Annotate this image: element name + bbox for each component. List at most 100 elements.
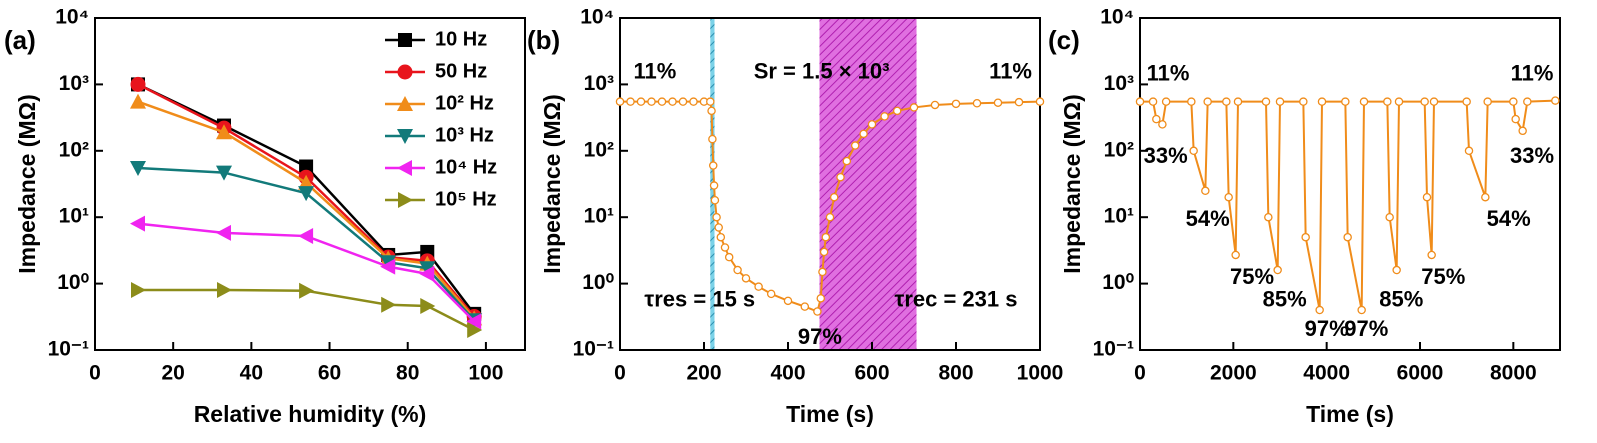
- x-axis-title: Relative humidity (%): [194, 401, 427, 427]
- series-line: [137, 83, 476, 318]
- marker: [710, 195, 720, 205]
- y-tick-label: 10⁴: [1100, 6, 1134, 29]
- marker: [1187, 97, 1196, 106]
- marker: [380, 258, 396, 275]
- marker: [1509, 97, 1518, 106]
- marker: [217, 282, 232, 299]
- y-tick-label: 10¹: [59, 205, 89, 228]
- plot-frame: [1139, 17, 1561, 351]
- plot-frame: [619, 17, 1041, 351]
- annotation: τrec = 231 s: [895, 287, 1018, 312]
- x-tick-label: 1000: [1017, 362, 1064, 385]
- marker: [1518, 126, 1527, 136]
- y-tick-label: 10³: [59, 72, 89, 95]
- legend-label: 10 Hz: [435, 28, 487, 50]
- series-line: [137, 222, 476, 323]
- marker: [397, 96, 413, 111]
- marker: [1299, 97, 1308, 106]
- marker: [636, 97, 646, 106]
- panel-label: (c): [1048, 25, 1080, 55]
- y-axis-title: Impedance (MΩ): [539, 94, 565, 273]
- marker: [1201, 186, 1210, 196]
- marker: [819, 247, 829, 257]
- x-tick-label: 8000: [1490, 362, 1537, 385]
- y-tick-label: 10²: [59, 138, 89, 161]
- marker: [1394, 97, 1404, 106]
- marker: [1189, 146, 1198, 156]
- x-tick-label: 0: [89, 362, 101, 385]
- series-line: [137, 83, 476, 315]
- marker: [1511, 114, 1520, 124]
- marker: [216, 224, 231, 241]
- marker: [419, 265, 435, 282]
- marker: [766, 289, 776, 299]
- marker: [724, 252, 734, 262]
- marker: [821, 232, 831, 242]
- annotation: 11%: [633, 59, 676, 84]
- marker: [930, 100, 940, 110]
- marker: [466, 313, 482, 330]
- x-axis-title: Time (s): [1306, 401, 1394, 427]
- marker: [993, 98, 1003, 107]
- marker: [615, 97, 625, 106]
- annotation: 33%: [1510, 143, 1554, 168]
- marker: [816, 294, 826, 303]
- y-tick-label: 10³: [1104, 72, 1134, 95]
- marker: [298, 228, 314, 245]
- x-tick-label: 6000: [1397, 362, 1444, 385]
- annotation: 97%: [798, 324, 842, 349]
- x-tick-label: 2000: [1210, 362, 1257, 385]
- marker: [1152, 114, 1161, 124]
- x-tick-label: 4000: [1303, 362, 1350, 385]
- marker: [892, 106, 902, 116]
- annotation: 85%: [1263, 287, 1307, 312]
- marker: [733, 265, 742, 275]
- marker: [1035, 97, 1045, 106]
- y-axis-title: Impedance (MΩ): [14, 94, 40, 273]
- x-tick-label: 60: [318, 362, 341, 385]
- annotation: Sr = 1.5 × 10³: [754, 59, 890, 84]
- marker: [813, 307, 822, 316]
- marker: [1422, 192, 1432, 202]
- y-tick-label: 10⁻¹: [1093, 338, 1134, 361]
- marker: [130, 215, 145, 232]
- marker: [1551, 96, 1560, 105]
- marker: [1264, 212, 1273, 222]
- marker: [678, 97, 688, 106]
- marker: [825, 212, 835, 222]
- series-line: [1140, 99, 1556, 311]
- marker: [754, 282, 763, 291]
- y-tick-label: 10⁰: [582, 271, 614, 294]
- marker: [1383, 97, 1392, 106]
- y-tick-label: 10⁻¹: [48, 338, 89, 361]
- marker: [972, 99, 982, 108]
- marker: [1464, 146, 1474, 156]
- span-hatch: [819, 18, 917, 350]
- annotation: 11%: [989, 59, 1032, 84]
- x-tick-label: 0: [1134, 362, 1146, 385]
- marker: [1420, 97, 1429, 106]
- marker: [1359, 97, 1369, 106]
- series-line: [137, 166, 476, 322]
- marker: [398, 33, 412, 47]
- marker: [397, 160, 412, 176]
- x-tick-label: 80: [396, 362, 419, 385]
- marker: [842, 156, 852, 166]
- marker: [1158, 120, 1167, 129]
- x-tick-label: 600: [854, 362, 889, 385]
- marker: [1343, 232, 1352, 242]
- marker: [1261, 97, 1271, 106]
- series-line: [137, 100, 476, 320]
- annotation: 75%: [1421, 264, 1465, 289]
- marker: [909, 103, 919, 112]
- marker: [706, 97, 715, 106]
- marker: [298, 186, 315, 202]
- x-tick-label: 200: [686, 362, 721, 385]
- marker: [708, 161, 718, 170]
- legend-label: 10³ Hz: [435, 124, 494, 146]
- marker: [216, 124, 232, 140]
- annotation: 85%: [1379, 287, 1423, 312]
- y-axis-title: Impedance (MΩ): [1059, 94, 1085, 273]
- legend-label: 10² Hz: [435, 92, 494, 114]
